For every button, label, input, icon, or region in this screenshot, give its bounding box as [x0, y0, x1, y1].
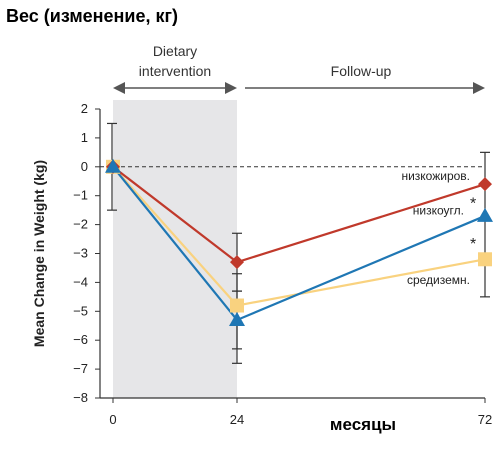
series-markers — [105, 158, 493, 326]
y-axis-label: Mean Change in Weight (kg) — [31, 160, 47, 347]
marker-series-0-point-1 — [230, 255, 244, 270]
followup-arrow-head — [473, 82, 485, 94]
marker-series-2-point-2 — [478, 252, 492, 267]
y-tick-label: 1 — [81, 130, 88, 145]
y-tick-label: 0 — [81, 159, 88, 174]
y-tick-label: −3 — [73, 246, 88, 261]
y-tick-label: −5 — [73, 303, 88, 318]
phase-label-intervention-line2: intervention — [139, 63, 211, 79]
y-tick-label: −1 — [73, 188, 88, 203]
y-tick-label: −2 — [73, 217, 88, 232]
intervention-arrow-left-head — [113, 82, 125, 94]
phase-arrows — [113, 82, 485, 94]
series-label-low-carb: низкоугл. — [413, 203, 464, 217]
marker-series-1-point-1 — [229, 311, 245, 326]
marker-series-1-point-2 — [477, 207, 493, 222]
marker-series-0-point-2 — [478, 177, 492, 192]
x-tick-label: 24 — [230, 412, 244, 427]
x-tick-label: 0 — [109, 412, 116, 427]
chart-title: Вес (изменение, кг) — [6, 6, 179, 26]
y-tick-label: −6 — [73, 332, 88, 347]
series-label-mediterranean: средиземн. — [407, 273, 470, 287]
intervention-arrow-right-head — [225, 82, 237, 94]
y-tick-label: −4 — [73, 274, 88, 289]
y-tick-label: 2 — [81, 101, 88, 116]
y-ticks: 2 1 0 −1 −2 −3 −4 −5 −6 −7 −8 — [73, 101, 100, 405]
y-tick-label: −8 — [73, 390, 88, 405]
series-label-low-fat: низкожиров. — [401, 169, 470, 183]
significance-star-2: * — [470, 236, 476, 253]
y-tick-label: −7 — [73, 361, 88, 376]
x-ticks: 0 24 72 — [109, 398, 492, 427]
intervention-shade — [113, 100, 237, 398]
marker-series-2-point-1 — [230, 298, 244, 313]
phase-label-followup: Follow-up — [331, 63, 392, 79]
phase-label-intervention-line1: Dietary — [153, 43, 197, 59]
x-axis-label: месяцы — [330, 415, 396, 434]
significance-star-1: * — [470, 196, 476, 213]
x-tick-label: 72 — [478, 412, 492, 427]
marker-series-1-point-0 — [105, 158, 121, 173]
